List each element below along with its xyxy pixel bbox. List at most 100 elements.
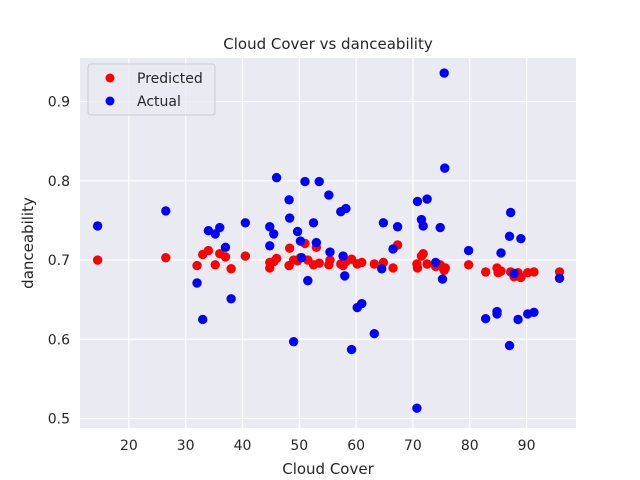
point-actual [509, 268, 519, 279]
point-actual [325, 247, 335, 257]
point-actual [388, 244, 398, 254]
point-actual [220, 242, 231, 253]
legend-label-predicted: Predicted [137, 71, 203, 87]
point-actual [492, 306, 502, 317]
point-actual [422, 194, 432, 204]
x-tick-label: 40 [234, 438, 252, 454]
point-predicted [92, 255, 103, 265]
y-tick-label: 0.5 [48, 411, 70, 427]
y-tick-label: 0.8 [48, 174, 70, 190]
point-actual [295, 236, 306, 246]
point-actual [505, 207, 516, 218]
point-actual [240, 218, 251, 228]
point-actual [341, 203, 351, 214]
point-predicted [240, 251, 251, 261]
point-actual [440, 163, 450, 173]
point-actual [300, 176, 310, 187]
point-actual [513, 314, 523, 325]
x-tick-label: 80 [461, 438, 479, 454]
x-tick-label: 60 [347, 438, 365, 454]
point-actual [480, 313, 491, 324]
point-actual [284, 195, 294, 205]
x-tick-label: 90 [518, 438, 536, 454]
y-tick-labels: 0.5 0.6 0.7 0.8 0.9 [48, 95, 70, 428]
point-actual [340, 271, 350, 281]
x-tick-label: 50 [290, 438, 308, 454]
point-actual [192, 278, 202, 288]
point-actual [378, 218, 389, 228]
point-actual [92, 221, 103, 231]
point-predicted [220, 252, 231, 262]
point-predicted [463, 260, 474, 270]
point-actual [529, 307, 539, 318]
point-actual [357, 298, 367, 309]
point-predicted [357, 257, 367, 268]
point-actual [271, 172, 282, 183]
point-predicted [226, 264, 236, 274]
point-predicted [496, 266, 506, 276]
point-actual [324, 190, 334, 200]
point-actual [338, 251, 348, 261]
y-tick-label: 0.9 [48, 95, 70, 111]
y-axis-title: danceability [19, 197, 37, 289]
point-actual [435, 222, 445, 233]
point-actual [308, 218, 319, 228]
point-actual [303, 275, 313, 286]
point-predicted [516, 272, 526, 283]
legend: Predicted Actual [87, 63, 216, 116]
point-actual [504, 231, 515, 241]
plot-area [80, 58, 576, 428]
chart-title: Cloud Cover vs danceability [223, 35, 433, 53]
x-tick-labels: 20 30 40 50 60 70 80 90 [120, 438, 536, 454]
point-predicted [325, 255, 335, 265]
point-predicted [412, 263, 423, 273]
data-points [92, 68, 565, 413]
point-predicted [440, 263, 451, 273]
legend-marker-actual [105, 96, 115, 106]
point-predicted [422, 259, 432, 269]
point-predicted [388, 263, 398, 273]
point-actual [516, 233, 526, 244]
point-actual [376, 264, 387, 274]
x-axis-title: Cloud Cover [282, 460, 374, 478]
point-predicted [314, 258, 324, 268]
point-predicted [480, 267, 491, 277]
point-predicted [271, 253, 282, 264]
x-tick-label: 30 [177, 438, 195, 454]
point-actual [439, 68, 449, 78]
point-actual [418, 221, 428, 231]
x-gridlines [128, 58, 528, 428]
point-predicted [369, 259, 380, 269]
point-actual [430, 257, 441, 268]
point-actual [504, 340, 515, 351]
point-actual [392, 222, 403, 232]
point-actual [463, 245, 474, 256]
point-actual [311, 237, 322, 248]
point-predicted [161, 252, 171, 263]
point-actual [369, 329, 380, 339]
y-tick-label: 0.6 [48, 332, 70, 348]
point-actual [437, 274, 448, 284]
point-predicted [284, 243, 295, 253]
point-actual [265, 222, 275, 232]
point-actual [161, 206, 171, 216]
x-tick-label: 20 [120, 438, 138, 454]
legend-box [87, 63, 216, 116]
point-actual [265, 241, 275, 251]
x-tick-label: 70 [404, 438, 422, 454]
point-actual [226, 294, 236, 304]
point-actual [292, 226, 303, 237]
point-actual [296, 252, 307, 263]
point-actual [269, 229, 279, 239]
point-predicted [418, 248, 428, 259]
point-predicted [529, 267, 539, 277]
point-actual [284, 213, 295, 223]
point-actual [346, 344, 357, 355]
point-actual [314, 176, 324, 187]
point-predicted [210, 260, 220, 270]
legend-label-actual: Actual [137, 94, 181, 110]
series-actual [92, 68, 565, 413]
point-predicted [203, 245, 214, 256]
point-actual [496, 248, 506, 258]
